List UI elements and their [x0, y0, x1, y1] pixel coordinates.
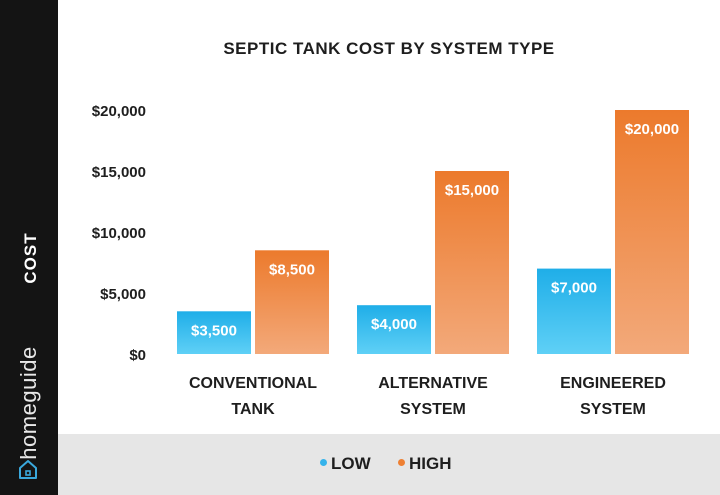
legend-label-high: HIGH — [409, 454, 452, 473]
y-tick-label: $20,000 — [92, 103, 146, 120]
data-label: $4,000 — [371, 316, 417, 333]
x-tick-label: TANK — [231, 401, 275, 418]
plot-area: SEPTIC TANK COST BY SYSTEM TYPE $0 $5,000… — [92, 39, 689, 418]
bar-high — [255, 250, 329, 354]
x-tick-label: SYSTEM — [580, 401, 646, 418]
y-axis: $0 $5,000 $10,000 $15,000 $20,000 — [92, 103, 146, 364]
legend: LOW HIGH — [58, 434, 720, 495]
legend-label-low: LOW — [331, 454, 371, 473]
bar-low — [357, 305, 431, 354]
y-tick-label: $0 — [129, 347, 146, 364]
x-tick-label: ENGINEERED — [560, 375, 666, 392]
sidebar: COST homeguide — [0, 0, 58, 495]
y-tick-label: $5,000 — [100, 286, 146, 303]
x-tick-label: CONVENTIONAL — [189, 375, 317, 392]
x-axis: CONVENTIONAL TANK ALTERNATIVE SYSTEM ENGINEE… — [189, 375, 666, 418]
data-label: $20,000 — [625, 121, 679, 138]
data-label: $3,500 — [191, 322, 237, 339]
brand-logo: homeguide — [9, 330, 49, 475]
legend-marker-low — [320, 459, 327, 466]
legend-item-low: LOW — [320, 454, 371, 474]
x-tick-label: SYSTEM — [400, 401, 466, 418]
bar-high — [615, 110, 689, 354]
legend-item-high: HIGH — [398, 454, 452, 474]
y-tick-label: $10,000 — [92, 225, 146, 242]
legend-marker-high — [398, 459, 405, 466]
x-tick-label: ALTERNATIVE — [378, 375, 488, 392]
bar-high — [435, 171, 509, 354]
y-tick-label: $15,000 — [92, 164, 146, 181]
bar-low — [177, 311, 251, 354]
bars: $3,500 $8,500 $4,000 $15,000 $7,000 $20,000 — [177, 110, 689, 354]
y-axis-label-text: COST — [21, 232, 40, 284]
data-label: $15,000 — [445, 182, 499, 199]
data-label: $8,500 — [269, 261, 315, 278]
bar-low — [537, 268, 611, 354]
y-axis-label: COST — [14, 228, 48, 288]
data-label: $7,000 — [551, 280, 597, 297]
house-icon — [19, 460, 37, 479]
chart-title: SEPTIC TANK COST BY SYSTEM TYPE — [223, 39, 554, 58]
brand-name: homeguide — [16, 345, 41, 460]
